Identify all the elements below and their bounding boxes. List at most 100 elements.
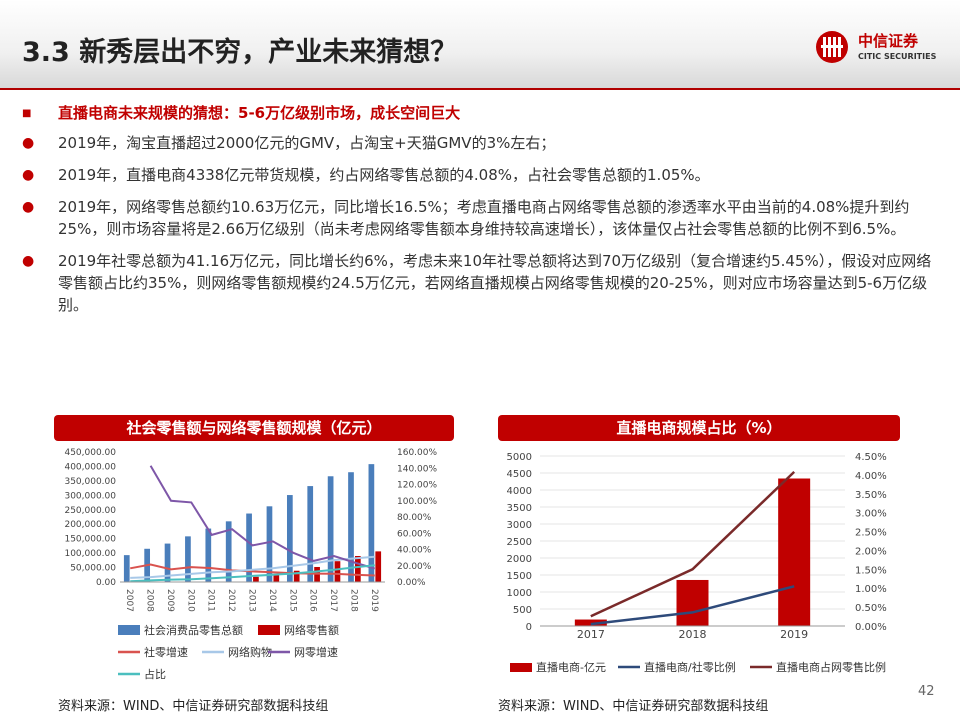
right-source-note: 资料来源：WIND、中信证券研究部数据科技组 — [498, 699, 769, 714]
y2-tick-label: 20.00% — [397, 562, 432, 572]
header-rule — [0, 88, 960, 90]
x-tick-label: 2014 — [267, 589, 277, 612]
y-tick-label: 4000 — [507, 486, 532, 497]
dot-bullet-icon: ● — [22, 253, 35, 269]
bar — [307, 486, 314, 582]
y-tick-label: 350,000.00 — [64, 477, 116, 487]
x-tick-label: 2019 — [369, 589, 379, 612]
y-tick-label: 250,000.00 — [64, 506, 116, 516]
bullet-text: 2019年，淘宝直播超过2000亿元的GMV，占淘宝+天猫GMV的3%左右； — [58, 134, 556, 152]
bullet-text: 2019年，网络零售总额约10.63万亿元，同比增长16.5%；考虑直播电商占网… — [58, 198, 910, 238]
y2-tick-label: 0.00% — [855, 622, 887, 633]
legend-label: 直播电商-亿元 — [536, 660, 606, 674]
live-ecommerce-share-chart: 5000450040003500300025002000150010005000… — [490, 444, 920, 689]
chart-background — [490, 444, 920, 689]
x-tick-label: 2008 — [145, 589, 155, 612]
x-tick-label: 2017 — [328, 589, 338, 612]
bar — [293, 570, 300, 582]
bar — [676, 579, 709, 626]
bullet-text: 2019年社零总额为41.16万亿元，同比增长约6%，考虑未来10年社零总额将达… — [58, 252, 932, 314]
retail-scale-chart: 450,000.00 400,000.00 350,000.00 300,000.00… — [40, 444, 480, 689]
y2-tick-label: 120.00% — [397, 481, 437, 491]
slide-header: 3.3 新秀层出不穷，产业未来猜想？ 中信证券 CITIC SECURITIES — [0, 0, 960, 88]
bullet-text: 直播电商未来规模的猜想：5-6万亿级别市场，成长空间巨大 — [58, 104, 461, 122]
bar — [286, 495, 293, 582]
y-tick-label: 500 — [513, 605, 532, 616]
y-tick-label: 450,000.00 — [64, 448, 116, 458]
x-tick-label: 2012 — [226, 589, 236, 612]
x-tick-label: 2017 — [577, 628, 605, 641]
dot-bullet-icon: ● — [22, 167, 35, 183]
y-tick-label: 4500 — [507, 469, 532, 480]
bullet-item: ● 2019年，淘宝直播超过2000亿元的GMV，占淘宝+天猫GMV的3%左右； — [22, 132, 942, 154]
bar — [253, 576, 259, 582]
bar — [354, 556, 361, 582]
bar — [574, 619, 607, 626]
y2-tick-label: 60.00% — [397, 529, 432, 539]
y2-tick-label: 80.00% — [397, 513, 432, 523]
y-tick-label: 3000 — [507, 520, 532, 531]
y2-tick-label: 4.50% — [855, 452, 887, 463]
y-tick-label: 200,000.00 — [64, 520, 116, 530]
y-tick-label: 150,000.00 — [64, 535, 116, 545]
x-tick-label: 2018 — [348, 589, 358, 612]
y-tick-label: 100,000.00 — [64, 549, 116, 559]
bar — [334, 561, 341, 582]
bar — [375, 551, 382, 582]
y2-tick-label: 4.00% — [855, 471, 887, 482]
bar — [123, 555, 130, 582]
y2-tick-label: 0.50% — [855, 603, 887, 614]
y2-tick-label: 140.00% — [397, 464, 437, 474]
y-tick-label: 2500 — [507, 537, 532, 548]
logo-subtext: CITIC SECURITIES — [858, 52, 937, 61]
legend-label: 直播电商占网零售比例 — [776, 660, 886, 674]
x-tick-label: 2016 — [308, 589, 318, 612]
slide-title: 3.3 新秀层出不穷，产业未来猜想？ — [22, 37, 458, 68]
series-line — [130, 564, 375, 583]
dot-bullet-icon: ● — [22, 135, 35, 151]
series-line — [590, 585, 795, 626]
bar — [348, 472, 354, 582]
series-line — [130, 563, 375, 577]
dot-bullet-icon: ● — [22, 199, 35, 215]
y2-tick-label: 2.00% — [855, 546, 887, 557]
left-chart-title: 社会零售额与网络零售额规模（亿元） — [54, 415, 454, 441]
bullet-item: ● 2019年，直播电商4338亿元带货规模，约占网络零售总额的4.08%，占社… — [22, 164, 942, 186]
bullet-item: ● 2019年社零总额为41.16万亿元，同比增长约6%，考虑未来10年社零总额… — [22, 250, 942, 316]
legend-label: 网络购物 — [228, 645, 272, 659]
y-tick-label: 1500 — [507, 571, 532, 582]
y-tick-label: 5000 — [507, 452, 532, 463]
legend-label: 直播电商/社零比例 — [644, 660, 736, 674]
series-line — [130, 555, 375, 579]
y2-tick-label: 2.50% — [855, 528, 887, 539]
bullet-headline: ■ 直播电商未来规模的猜想：5-6万亿级别市场，成长空间巨大 — [22, 102, 942, 124]
legend-label: 网零增速 — [294, 645, 338, 659]
y-tick-label: 50,000.00 — [70, 564, 116, 574]
x-tick-label: 2009 — [165, 589, 175, 612]
legend-label: 社零增速 — [144, 645, 188, 659]
y2-tick-label: 40.00% — [397, 546, 432, 556]
logo-text: 中信证券 — [858, 32, 919, 50]
y2-tick-label: 1.00% — [855, 584, 887, 595]
y2-tick-label: 0.00% — [397, 578, 426, 588]
y2-tick-label: 100.00% — [397, 497, 437, 507]
y2-tick-label: 160.00% — [397, 448, 437, 458]
bar — [778, 478, 811, 626]
bar — [185, 536, 191, 582]
y-tick-label: 0 — [526, 622, 532, 633]
bar — [164, 543, 171, 582]
y-tick-label: 2000 — [507, 554, 532, 565]
x-tick-label: 2015 — [287, 589, 297, 612]
bar — [266, 506, 273, 582]
citic-logo: 中信证券 CITIC SECURITIES — [814, 28, 944, 66]
bar — [205, 528, 212, 582]
page-number: 42 — [918, 684, 935, 699]
bullet-item: ● 2019年，网络零售总额约10.63万亿元，同比增长16.5%；考虑直播电商… — [22, 196, 942, 240]
bar — [327, 476, 334, 582]
bullet-list: ■ 直播电商未来规模的猜想：5-6万亿级别市场，成长空间巨大 ● 2019年，淘… — [22, 102, 942, 316]
right-chart-title: 直播电商规模占比（%） — [498, 415, 900, 441]
bullet-text: 2019年，直播电商4338亿元带货规模，约占网络零售总额的4.08%，占社会零… — [58, 166, 710, 184]
legend-label: 网络零售额 — [284, 623, 339, 637]
citic-emblem-icon — [816, 31, 848, 63]
bar — [246, 513, 252, 582]
